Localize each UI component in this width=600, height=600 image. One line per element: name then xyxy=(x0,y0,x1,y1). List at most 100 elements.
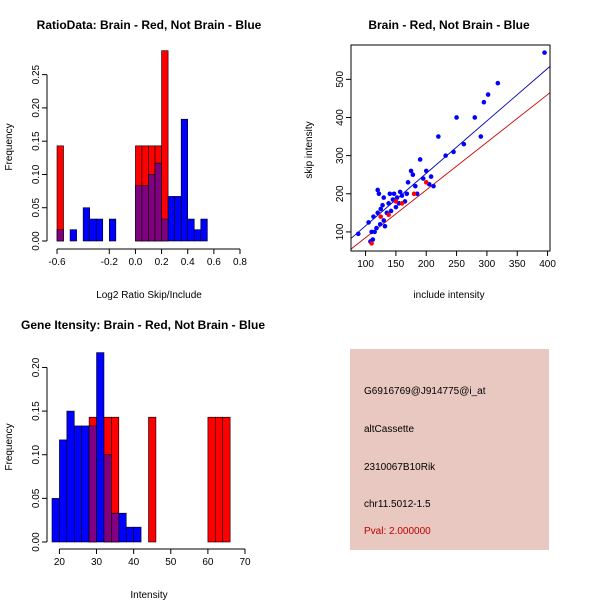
bar-brain xyxy=(215,416,224,543)
y-tick-label: 0.20 xyxy=(31,357,42,377)
bar-not-brain xyxy=(187,218,195,242)
y-tick-label: 500 xyxy=(335,71,346,88)
bar-not-brain xyxy=(81,425,90,543)
point-not-brain xyxy=(366,220,371,225)
x-tick-label: 40 xyxy=(128,557,140,568)
y-tick-label: 0.00 xyxy=(31,231,42,251)
bar-brain xyxy=(207,416,216,543)
x-tick-label: 60 xyxy=(202,557,214,568)
x-tick-label: 0.4 xyxy=(181,257,195,268)
x-tick-label: 250 xyxy=(448,259,465,270)
point-not-brain xyxy=(394,195,400,200)
point-not-brain xyxy=(417,157,423,162)
point-not-brain xyxy=(428,174,434,179)
point-not-brain xyxy=(355,231,361,237)
p-value: Pval: 2.000000 xyxy=(364,526,431,537)
point-not-brain xyxy=(370,237,376,242)
point-not-brain xyxy=(405,180,411,185)
y-tick-label: 0.25 xyxy=(31,64,42,84)
ratio-histogram: RatioData: Brain - Red, Not Brain - Blue… xyxy=(4,18,262,300)
bar-not-brain xyxy=(193,229,202,242)
intensity-scatter: Brain - Red, Not Brain - Blue include in… xyxy=(304,18,556,300)
bar-overlap xyxy=(161,218,169,242)
y-tick-label: 0.15 xyxy=(31,131,42,151)
x-tick-label: 0.2 xyxy=(155,257,169,268)
fit-line xyxy=(350,66,551,239)
bar-not-brain xyxy=(174,196,182,242)
y-tick-label: 200 xyxy=(335,185,346,202)
bar-overlap xyxy=(135,185,143,242)
bar-overlap xyxy=(88,425,97,543)
bar-not-brain xyxy=(133,526,142,543)
bar-overlap xyxy=(111,512,120,543)
point-not-brain xyxy=(391,191,397,197)
point-not-brain xyxy=(495,80,501,86)
x-tick-label: -0.2 xyxy=(101,257,119,268)
bar-not-brain xyxy=(108,218,117,242)
bar-not-brain xyxy=(66,410,75,543)
point-not-brain xyxy=(542,50,547,55)
x-tick-label: 50 xyxy=(165,557,177,568)
bar-not-brain xyxy=(59,439,68,543)
fit-line xyxy=(350,92,551,250)
x-axis-label: Intensity xyxy=(130,590,167,600)
bar-brain xyxy=(148,416,157,543)
x-tick-label: 0.0 xyxy=(128,257,142,268)
bar-overlap xyxy=(154,162,162,242)
x-tick-label: 0.8 xyxy=(233,257,247,268)
y-tick-label: 0.10 xyxy=(31,445,42,465)
chart-title: Brain - Red, Not Brain - Blue xyxy=(368,18,530,32)
y-tick-label: 0.10 xyxy=(31,164,42,184)
y-tick-label: 400 xyxy=(335,109,346,126)
x-tick-label: 200 xyxy=(418,259,435,270)
gene-intensity-histogram: Gene Itensity: Brain - Red, Not Brain - … xyxy=(4,318,265,600)
y-tick-label: 300 xyxy=(335,147,346,164)
point-not-brain xyxy=(382,223,388,229)
point-not-brain xyxy=(386,201,391,206)
x-tick-label: 350 xyxy=(509,259,526,270)
x-tick-label: 20 xyxy=(54,557,66,568)
point-not-brain xyxy=(380,202,385,208)
point-not-brain xyxy=(372,229,377,235)
point-not-brain xyxy=(371,214,376,219)
point-not-brain xyxy=(378,206,384,212)
point-not-brain xyxy=(387,191,393,197)
point-brain xyxy=(369,241,374,246)
bar-not-brain xyxy=(180,118,189,242)
chromosome-location: chr11.5012-1.5 xyxy=(364,499,431,510)
bar-not-brain xyxy=(95,218,104,242)
point-not-brain xyxy=(420,176,426,181)
point-not-brain xyxy=(388,208,394,214)
point-not-brain xyxy=(436,134,441,139)
point-not-brain xyxy=(381,218,387,223)
point-not-brain xyxy=(431,183,436,189)
x-tick-label: 300 xyxy=(479,259,496,270)
x-tick-label: 70 xyxy=(239,557,251,568)
bar-brain xyxy=(222,416,231,543)
bar-overlap xyxy=(141,185,149,242)
point-not-brain xyxy=(377,221,383,227)
point-not-brain xyxy=(397,189,403,195)
y-axis-label: skip intensity xyxy=(304,121,315,178)
x-tick-label: 30 xyxy=(91,557,103,568)
y-tick-label: 0.00 xyxy=(31,532,42,552)
bar-not-brain xyxy=(69,229,77,242)
x-tick-label: 150 xyxy=(388,259,405,270)
bar-not-brain xyxy=(73,425,82,543)
chart-title: RatioData: Brain - Red, Not Brain - Blue xyxy=(37,18,262,32)
bar-overlap xyxy=(103,454,112,543)
point-not-brain xyxy=(375,210,380,216)
x-tick-label: 100 xyxy=(357,259,374,270)
bar-overlap xyxy=(56,229,64,242)
event-type: altCassette xyxy=(364,424,415,435)
point-not-brain xyxy=(478,134,484,139)
point-not-brain xyxy=(374,225,379,231)
info-panel: G6916769@J914775@i_at altCassette 231006… xyxy=(350,349,549,550)
point-not-brain xyxy=(393,204,399,210)
bar-not-brain xyxy=(51,498,60,543)
y-tick-label: 0.15 xyxy=(31,401,42,421)
bar-not-brain xyxy=(96,352,105,543)
point-not-brain xyxy=(451,149,456,155)
y-tick-label: 0.05 xyxy=(31,488,42,508)
point-brain xyxy=(399,201,405,206)
